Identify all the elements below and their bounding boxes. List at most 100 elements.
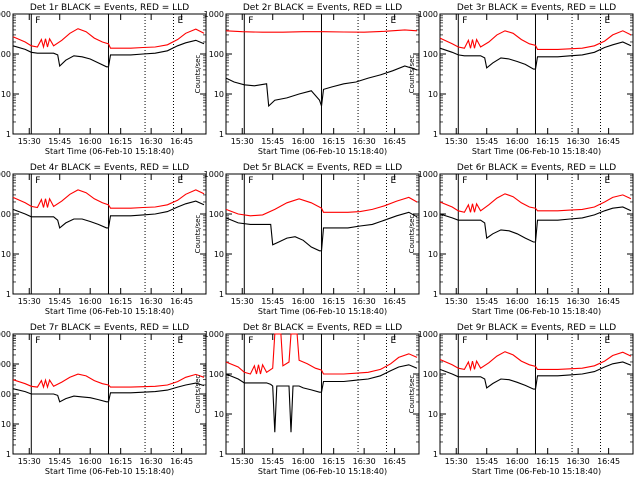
plot-frame <box>12 173 207 295</box>
x-tick-label: 16:15 <box>536 137 559 146</box>
x-tick-label: 15:30 <box>18 457 41 466</box>
x-tick-label: 16:15 <box>109 297 132 306</box>
x-tick-label: 15:30 <box>18 297 41 306</box>
y-axis-label: Counts/sec <box>194 55 202 94</box>
y-tick-label: 1000 <box>0 10 11 19</box>
x-tick-label: 15:30 <box>231 457 254 466</box>
y-tick-label: 100 <box>0 390 11 399</box>
y-tick-label: 1000 <box>418 170 438 179</box>
y-tick-label: 100 <box>423 210 438 219</box>
x-tick-label: 15:45 <box>475 297 498 306</box>
series-line-events <box>12 382 205 403</box>
x-tick-label: 15:45 <box>261 297 284 306</box>
y-tick-label: 10 <box>1 90 11 99</box>
y-tick-label: 10 <box>428 410 438 419</box>
y-tick-label: 1000 <box>0 170 11 179</box>
panel-title: Det 6r BLACK = Events, RED = LLD <box>457 163 616 173</box>
x-axis-label: Start Time (06-Feb-10 15:18:40) <box>258 467 387 476</box>
x-tick-label: 16:30 <box>567 137 590 146</box>
x-tick-label: 16:45 <box>597 137 620 146</box>
series-line-events <box>12 39 205 68</box>
series-line-lld <box>12 373 205 390</box>
y-tick-label: 1000 <box>204 10 224 19</box>
x-tick-label: 15:30 <box>445 137 468 146</box>
series-line-lld <box>439 193 632 213</box>
x-tick-label: 16:30 <box>353 137 376 146</box>
x-tick-label: 16:00 <box>506 457 529 466</box>
panel-det-7: Det 7r BLACK = Events, RED = LLD 1 10 100 10… <box>0 323 207 476</box>
series-line-events <box>439 361 632 390</box>
x-tick-label: 15:45 <box>261 457 284 466</box>
series-line-events <box>439 41 632 70</box>
event-marker-label: E <box>604 336 610 346</box>
panel-det-2: Det 2r BLACK = Events, RED = LLD 1 10 100 10… <box>194 3 420 156</box>
x-tick-label: 15:45 <box>48 297 71 306</box>
x-tick-label: 15:30 <box>231 297 254 306</box>
x-axis-label: Start Time (06-Feb-10 15:18:40) <box>45 147 174 156</box>
event-marker-label: E <box>390 336 396 346</box>
x-tick-label: 16:00 <box>506 137 529 146</box>
y-tick-label: 100 <box>209 50 224 59</box>
x-tick-label: 16:45 <box>170 457 193 466</box>
x-tick-label: 16:15 <box>322 137 345 146</box>
panel-title: Det 8r BLACK = Events, RED = LLD <box>243 323 402 333</box>
series-line-lld <box>12 28 205 50</box>
x-tick-label: 16:00 <box>292 297 315 306</box>
x-axis-label: Start Time (06-Feb-10 15:18:40) <box>45 467 174 476</box>
plot-frame <box>225 173 420 295</box>
x-tick-label: 16:30 <box>140 457 163 466</box>
series-line-events <box>225 65 418 108</box>
x-axis-label: Start Time (06-Feb-10 15:18:40) <box>472 307 601 316</box>
event-marker-label: E <box>177 176 183 186</box>
panel-det-5: Det 5r BLACK = Events, RED = LLD 1 10 100 10… <box>194 163 420 316</box>
y-axis-label: Counts/sec <box>408 215 416 254</box>
panel-det-3: Det 3r BLACK = Events, RED = LLD 1 10 100 10… <box>408 3 634 156</box>
y-tick-label: 10 <box>214 250 224 259</box>
x-tick-label: 16:15 <box>322 457 345 466</box>
y-axis-label: Counts/sec <box>408 55 416 94</box>
y-tick-label: 100 <box>209 210 224 219</box>
series-line-lld <box>439 351 632 372</box>
panel-title: Det 4r BLACK = Events, RED = LLD <box>30 163 189 173</box>
y-tick-label: 1000 <box>204 330 224 339</box>
x-tick-label: 16:00 <box>292 457 315 466</box>
x-tick-label: 16:30 <box>567 297 590 306</box>
x-tick-label: 16:30 <box>353 457 376 466</box>
y-axis-label: Counts/sec <box>194 215 202 254</box>
y-axis-label: Counts/sec <box>408 375 416 414</box>
series-line-events <box>225 211 418 252</box>
series-line-events <box>439 206 632 243</box>
plot-frame <box>439 333 634 455</box>
x-tick-label: 16:00 <box>79 457 102 466</box>
x-tick-label: 16:45 <box>597 457 620 466</box>
series-line-lld <box>225 29 418 33</box>
x-tick-label: 16:15 <box>109 457 132 466</box>
event-marker-label: F <box>35 16 40 26</box>
y-tick-label: 1 <box>433 130 438 139</box>
x-tick-label: 15:45 <box>48 457 71 466</box>
event-marker-label: E <box>390 16 396 26</box>
x-tick-label: 16:45 <box>170 297 193 306</box>
event-marker-label: E <box>604 176 610 186</box>
panel-det-6: Det 6r BLACK = Events, RED = LLD 1 10 100 10… <box>408 163 634 316</box>
y-tick-label: 10 <box>214 410 224 419</box>
event-marker-label: F <box>248 16 253 26</box>
panel-title: Det 2r BLACK = Events, RED = LLD <box>243 3 402 13</box>
panel-det-8: Det 8r BLACK = Events, RED = LLD 1 10 100 10… <box>194 323 420 476</box>
plot-frame <box>225 13 420 135</box>
panel-title: Det 9r BLACK = Events, RED = LLD <box>457 323 616 333</box>
panel-det-4: Det 4r BLACK = Events, RED = LLD 1 10 100 10… <box>0 163 207 316</box>
x-tick-label: 15:45 <box>475 457 498 466</box>
x-axis-label: Start Time (06-Feb-10 15:18:40) <box>472 467 601 476</box>
y-tick-label: 100 <box>0 210 11 219</box>
y-tick-label: 100 <box>423 50 438 59</box>
y-tick-label: 100 <box>209 370 224 379</box>
plot-frame <box>225 333 420 455</box>
y-tick-label: 10 <box>1 420 11 429</box>
series-line-lld <box>225 333 418 375</box>
y-tick-label: 1000 <box>418 10 438 19</box>
y-tick-label: 1000 <box>418 330 438 339</box>
x-tick-label: 16:00 <box>292 137 315 146</box>
